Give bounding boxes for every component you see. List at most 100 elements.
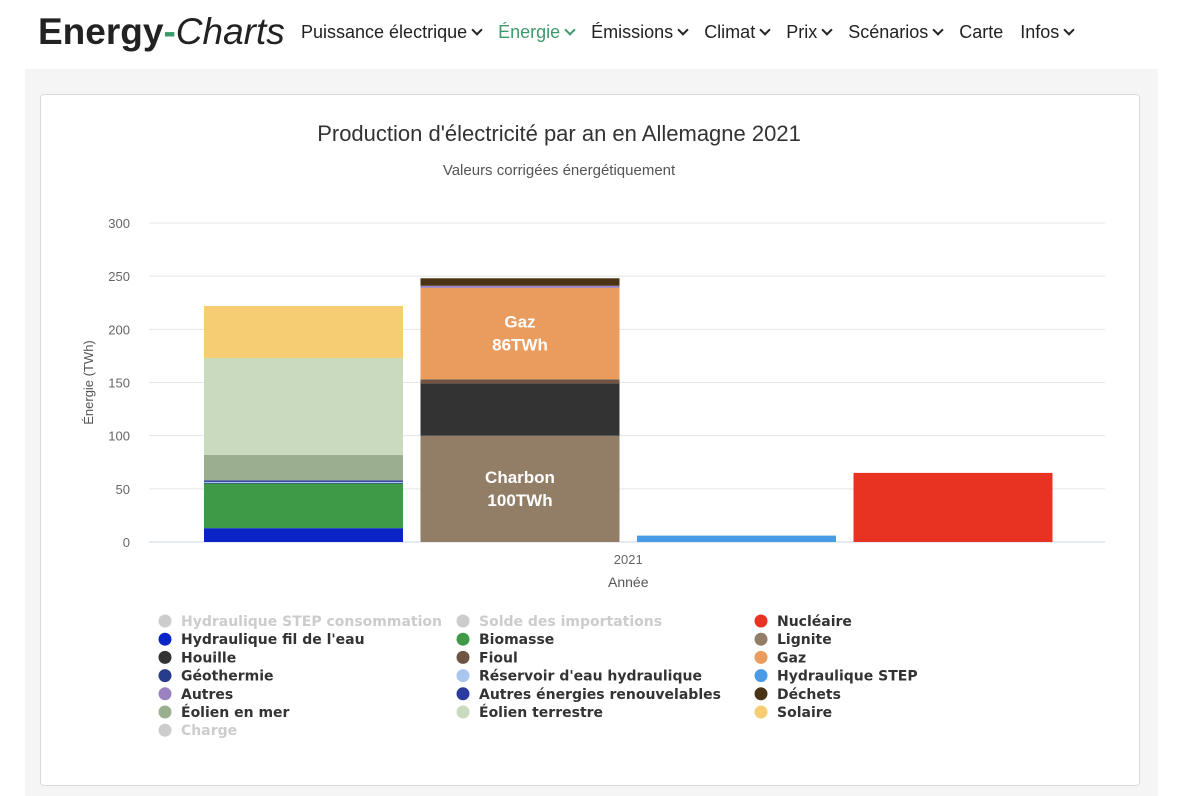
legend-item-dechets[interactable]: Déchets <box>754 687 841 703</box>
bar-segment-dechets <box>420 278 620 286</box>
legend-swatch <box>158 669 172 683</box>
y-axis-title: Énergie (TWh) <box>81 340 96 425</box>
nav-item-label: Scénarios <box>848 22 929 42</box>
nav-item-carte[interactable]: Carte <box>959 21 1003 43</box>
legend-swatch <box>158 632 172 646</box>
legend-swatch <box>754 632 768 646</box>
logo-text-italic: Charts <box>175 11 285 52</box>
x-tick-label: 2021 <box>614 552 643 567</box>
y-tick-label: 0 <box>123 535 130 550</box>
nav-item-label: Carte <box>959 22 1004 42</box>
chart-title: Production d'électricité par an en Allem… <box>317 121 801 146</box>
legend-label: Réservoir d'eau hydraulique <box>479 669 702 685</box>
bar-segment-geothermie <box>204 482 403 484</box>
nav-item-puissance-electrique[interactable]: Puissance électrique <box>301 21 483 43</box>
legend-item-hydraulique-step-consommation[interactable]: Hydraulique STEP consommation <box>158 614 443 630</box>
logo-text-bold: Energy <box>38 11 164 52</box>
chevron-down-icon <box>1063 24 1075 36</box>
x-axis-title: Année <box>608 574 649 590</box>
legend-swatch <box>456 705 470 719</box>
legend-item-autres[interactable]: Autres <box>158 687 234 703</box>
chevron-down-icon <box>759 24 771 36</box>
chevron-down-icon <box>564 24 576 36</box>
nav-item-prix[interactable]: Prix <box>786 21 833 43</box>
nav-item-label: Climat <box>704 22 756 42</box>
legend-swatch <box>456 687 470 701</box>
nav-item-climat[interactable]: Climat <box>704 21 771 43</box>
legend-item-houille[interactable]: Houille <box>158 650 237 666</box>
legend-swatch <box>456 650 470 664</box>
y-tick-label: 200 <box>108 322 130 337</box>
bar-segment-reservoir-d-eau-hydraulique <box>204 481 403 483</box>
legend-item-hydraulique-step[interactable]: Hydraulique STEP <box>754 669 918 685</box>
nav-item-infos[interactable]: Infos <box>1020 21 1075 43</box>
legend-label: Autres <box>181 687 233 703</box>
top-navigation: Energy-Charts Puissance électrique Énergi… <box>0 0 1182 66</box>
chevron-down-icon <box>471 24 483 36</box>
chart-subtitle: Valeurs corrigées énergétiquement <box>443 162 676 179</box>
chevron-down-icon <box>677 24 689 36</box>
nav-item-scenarios[interactable]: Scénarios <box>848 21 944 43</box>
legend-label: Lignite <box>777 632 832 648</box>
data-label-lignite: Charbon <box>485 468 555 487</box>
legend-label: Géothermie <box>181 669 274 685</box>
legend-item-eolien-en-mer[interactable]: Éolien en mer <box>158 704 290 721</box>
nav-item-label: Prix <box>786 22 818 42</box>
nav-item-energie[interactable]: Énergie <box>498 21 576 43</box>
legend-label: Hydraulique STEP consommation <box>181 614 442 630</box>
bar-segment-eolien-en-mer <box>204 454 403 481</box>
y-tick-label: 300 <box>108 216 130 231</box>
legend-swatch <box>158 723 172 737</box>
legend-item-eolien-terrestre[interactable]: Éolien terrestre <box>456 704 604 721</box>
legend-item-fioul[interactable]: Fioul <box>456 650 518 666</box>
legend-swatch <box>158 614 172 628</box>
legend-item-lignite[interactable]: Lignite <box>754 632 832 648</box>
nav-item-emissions[interactable]: Émissions <box>591 21 689 43</box>
legend-item-solaire[interactable]: Solaire <box>754 705 833 721</box>
y-tick-label: 100 <box>108 429 130 444</box>
legend-swatch <box>158 650 172 664</box>
legend-label: Éolien en mer <box>181 704 290 721</box>
legend-label: Hydraulique fil de l'eau <box>181 632 365 648</box>
legend-item-reservoir-d-eau-hydraulique[interactable]: Réservoir d'eau hydraulique <box>456 669 702 685</box>
bar-segment-nucleaire <box>853 472 1053 542</box>
bar-segment-biomasse <box>204 483 403 529</box>
legend-swatch <box>456 669 470 683</box>
nav-item-label: Énergie <box>498 22 561 42</box>
y-tick-label: 50 <box>116 482 130 497</box>
data-label-lignite: 100TWh <box>487 491 552 510</box>
legend-label: Déchets <box>777 687 841 703</box>
bar-segment-houille <box>420 383 620 436</box>
legend-swatch <box>456 632 470 646</box>
bar-segment-lignite <box>420 435 620 542</box>
legend-swatch <box>754 687 768 701</box>
legend-item-gaz[interactable]: Gaz <box>754 650 807 666</box>
legend-item-biomasse[interactable]: Biomasse <box>456 632 555 648</box>
legend-label: Éolien terrestre <box>479 704 603 721</box>
logo-dash: - <box>163 11 176 52</box>
legend-item-solde-des-importations[interactable]: Solde des importations <box>456 614 663 630</box>
legend-label: Biomasse <box>479 632 554 648</box>
bar-segment-eolien-terrestre <box>204 358 403 455</box>
bar-segment-autres-energies-renouvelables <box>204 480 403 482</box>
bar-segment-fioul <box>420 379 620 384</box>
legend-swatch <box>754 614 768 628</box>
legend-label: Nucléaire <box>777 614 852 630</box>
main-menu: Puissance électrique Énergie Émissions Clim… <box>301 21 1090 43</box>
legend-swatch <box>754 705 768 719</box>
legend-item-autres-energies-renouvelables[interactable]: Autres énergies renouvelables <box>456 687 721 703</box>
legend-item-hydraulique-fil-de-l-eau[interactable]: Hydraulique fil de l'eau <box>158 632 365 648</box>
legend-item-nucleaire[interactable]: Nucléaire <box>754 614 852 630</box>
bar-segment-solaire <box>204 305 403 359</box>
legend-item-geothermie[interactable]: Géothermie <box>158 669 274 685</box>
legend-item-charge[interactable]: Charge <box>158 723 238 739</box>
legend-label: Houille <box>181 650 236 666</box>
bar-segment-hydraulique-fil-de-l-eau <box>204 528 403 542</box>
legend-label: Autres énergies renouvelables <box>479 687 721 703</box>
y-tick-label: 150 <box>108 376 130 391</box>
chart-card: Production d'électricité par an en Allem… <box>40 94 1140 786</box>
data-label-gaz: 86TWh <box>492 336 548 355</box>
legend-label: Charge <box>181 723 237 739</box>
energy-charts-logo[interactable]: Energy-Charts <box>38 12 285 52</box>
chart-svg: Production d'électricité par an en Allem… <box>81 121 1105 739</box>
